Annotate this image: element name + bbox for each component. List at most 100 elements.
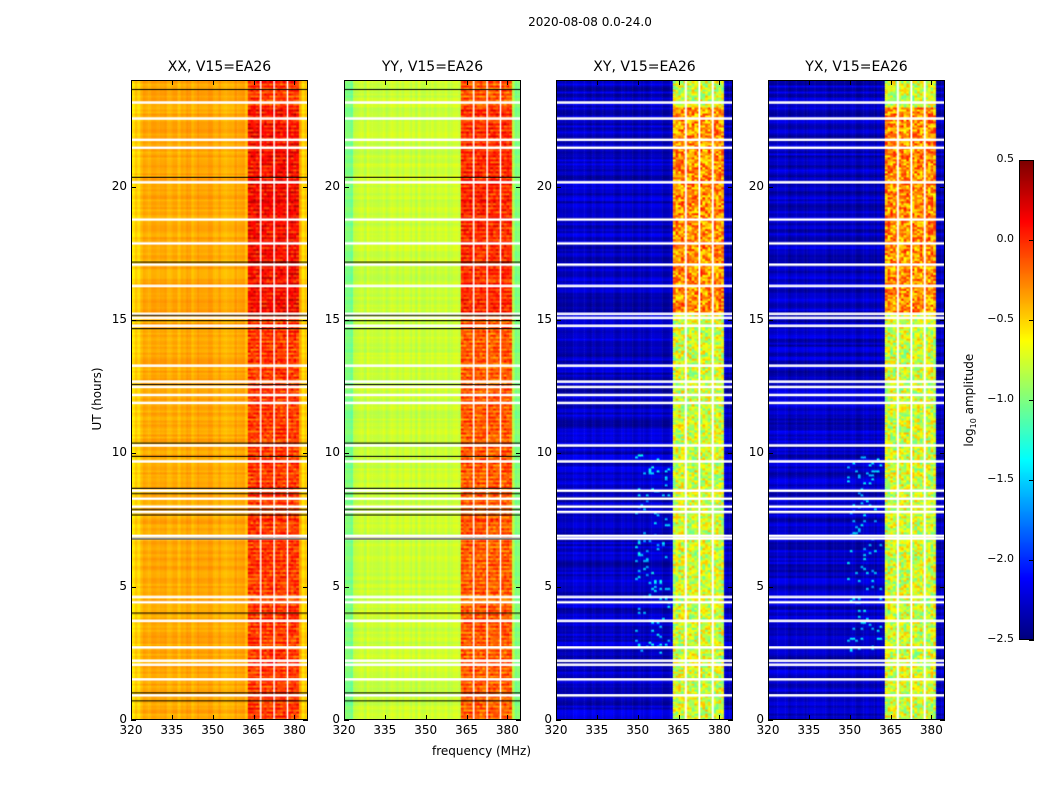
y-tick-label: 0 (119, 712, 127, 726)
x-tick (344, 80, 345, 85)
panel-title: XX, V15=EA26 (167, 59, 272, 75)
x-tick (637, 80, 639, 85)
y-tick-label: 5 (119, 578, 127, 593)
y-tick (940, 586, 945, 588)
y-tick (556, 320, 561, 321)
y-tick (768, 186, 773, 188)
y-tick (303, 320, 308, 321)
y-tick-label: 5 (332, 578, 340, 593)
y-tick-label: 20 (536, 178, 552, 193)
x-tick (931, 80, 933, 85)
y-tick (940, 320, 945, 321)
y-tick (131, 320, 136, 321)
heatmap-panel (131, 80, 308, 720)
x-tick-label: 365 (242, 723, 265, 737)
colorbar-tick (1029, 240, 1034, 241)
y-tick (131, 186, 136, 188)
y-tick (344, 320, 349, 321)
y-tick-label: 15 (748, 312, 764, 326)
y-tick (728, 320, 733, 321)
y-tick-label: 10 (111, 445, 127, 460)
x-tick (507, 80, 509, 85)
y-tick-label: 0 (756, 712, 764, 726)
x-tick (596, 715, 598, 720)
colorbar-tick-label: 0.5 (996, 152, 1015, 165)
y-tick-label: 10 (324, 445, 340, 460)
heatmap-panel (556, 80, 733, 720)
x-tick (384, 80, 386, 85)
x-tick-label: 320 (544, 723, 568, 737)
heatmap-cells (769, 81, 944, 719)
x-tick (637, 715, 639, 720)
x-tick-label: 335 (160, 723, 184, 737)
y-tick (728, 586, 733, 588)
x-tick-label: 320 (332, 723, 356, 737)
y-tick-label: 10 (536, 445, 552, 460)
x-tick-label: 350 (626, 723, 650, 737)
x-tick (294, 80, 296, 85)
y-tick (303, 586, 308, 588)
x-tick-label: 365 (879, 723, 902, 737)
x-tick-label: 320 (119, 723, 143, 737)
x-tick (678, 80, 680, 85)
y-tick-label: 15 (536, 312, 552, 326)
x-tick-label: 335 (373, 723, 397, 737)
y-tick (516, 320, 521, 321)
x-tick (253, 80, 255, 85)
heatmap-cells (132, 81, 307, 719)
x-tick-label: 350 (414, 723, 438, 737)
x-tick-label: 350 (838, 723, 862, 737)
panel-title: YX, V15=EA26 (805, 59, 908, 75)
x-tick (425, 80, 427, 85)
x-tick (719, 80, 721, 85)
x-tick-label: 380 (919, 723, 943, 737)
x-axis-label: frequency (MHz) (432, 744, 532, 758)
y-tick (516, 586, 521, 588)
x-tick (890, 80, 892, 85)
y-tick-label: 5 (544, 578, 552, 593)
heatmap-cells (557, 81, 732, 719)
x-tick (384, 715, 386, 720)
colorbar-tick (1029, 480, 1034, 481)
x-tick-label: 350 (201, 723, 225, 737)
colorbar-tick-label: −1.5 (987, 472, 1014, 485)
heatmap-panel (344, 80, 521, 720)
x-tick (849, 80, 851, 85)
x-tick-label: 365 (667, 723, 690, 737)
x-tick (294, 715, 296, 720)
y-axis-label: UT (hours) (90, 367, 104, 431)
x-tick (931, 715, 933, 720)
y-tick (344, 453, 349, 455)
y-tick (303, 720, 308, 721)
x-tick (507, 715, 509, 720)
y-tick (768, 586, 773, 588)
colorbar-tick-label: −1.0 (987, 392, 1014, 405)
y-tick-label: 15 (111, 312, 127, 326)
y-tick (131, 453, 136, 455)
y-tick-label: 5 (756, 578, 764, 593)
colorbar-label-rest: amplitude (961, 353, 976, 419)
x-tick (849, 715, 851, 720)
y-tick (940, 186, 945, 188)
x-tick-label: 335 (797, 723, 821, 737)
heatmap-cells (345, 81, 520, 719)
x-tick-label: 320 (756, 723, 780, 737)
y-tick (344, 720, 349, 721)
y-tick-label: 0 (544, 712, 552, 726)
y-tick (131, 586, 136, 588)
colorbar-label-sub: 10 (969, 418, 979, 429)
x-tick (768, 715, 769, 720)
x-tick (171, 715, 173, 720)
colorbar-tick-label: −2.0 (987, 552, 1014, 565)
figure-title: 2020-08-08 0.0-24.0 (528, 15, 652, 29)
y-tick (728, 186, 733, 188)
x-tick (808, 80, 810, 85)
x-tick (719, 715, 721, 720)
x-tick (556, 715, 557, 720)
y-tick (940, 453, 945, 455)
x-tick-label: 380 (282, 723, 306, 737)
heatmap-panel (768, 80, 945, 720)
panel-title: XY, V15=EA26 (593, 59, 696, 75)
y-tick (556, 453, 561, 455)
